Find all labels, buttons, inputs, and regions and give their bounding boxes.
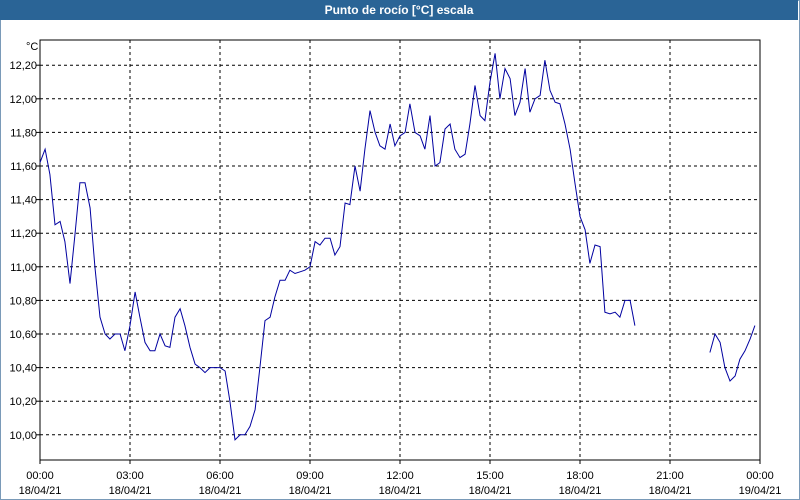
x-tick-time: 00:00 <box>26 470 54 482</box>
y-tick-label: 11,80 <box>10 127 37 139</box>
x-tick-date: 18/04/21 <box>109 485 152 497</box>
x-tick-date: 18/04/21 <box>649 485 692 497</box>
x-tick-date: 18/04/21 <box>289 485 332 497</box>
series-line-segment <box>709 325 756 382</box>
x-tick-time: 03:00 <box>116 470 144 482</box>
x-tick-time: 18:00 <box>566 470 594 482</box>
x-tick-time: 21:00 <box>656 470 684 482</box>
x-tick-date: 18/04/21 <box>19 485 62 497</box>
y-tick-label: 10,60 <box>9 329 37 341</box>
y-tick-label: 11,00 <box>10 262 37 274</box>
y-tick-label: 10,40 <box>9 363 37 375</box>
x-tick-time: 12:00 <box>386 470 414 482</box>
y-tick-label: 12,00 <box>9 94 37 106</box>
x-axis-ticks: 00:00 18/04/21 03:00 18/04/21 06:00 18/04/21 0… <box>19 460 782 497</box>
x-tick-date: 18/04/21 <box>559 485 602 497</box>
x-tick-time: 15:00 <box>476 470 504 482</box>
chart-title: Punto de rocío [°C] escala <box>0 0 798 20</box>
y-tick-label: 12,20 <box>9 60 37 72</box>
series-lines <box>39 53 756 441</box>
y-tick-label: 10,20 <box>9 396 37 408</box>
x-tick-date: 18/04/21 <box>469 485 512 497</box>
x-tick-time: 09:00 <box>296 470 324 482</box>
y-axis-unit-label: °C <box>26 41 38 53</box>
y-tick-label: 11,40 <box>10 195 37 207</box>
y-tick-label: 11,60 <box>10 161 37 173</box>
series-line-segment <box>39 53 636 441</box>
y-tick-label: 11,20 <box>10 228 37 240</box>
x-tick-date: 19/04/21 <box>739 485 782 497</box>
x-tick-date: 18/04/21 <box>379 485 422 497</box>
y-tick-label: 10,00 <box>9 430 37 442</box>
x-tick-date: 18/04/21 <box>199 485 242 497</box>
x-tick-time: 00:00 <box>746 470 774 482</box>
grid <box>40 40 760 460</box>
x-tick-time: 06:00 <box>206 470 234 482</box>
y-tick-label: 10,80 <box>9 295 37 307</box>
y-axis-ticks: 10,00 10,20 10,40 10,60 10,80 11,00 11,20 11,40… <box>9 60 40 442</box>
